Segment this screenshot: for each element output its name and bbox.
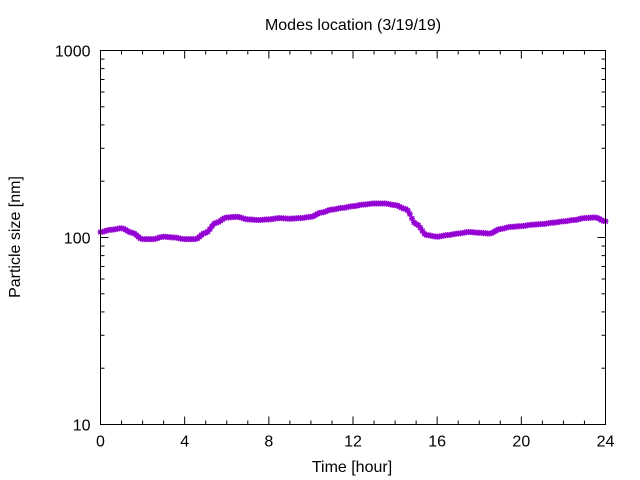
y-tick-label: 100 (64, 231, 91, 248)
y-tick-label: 1000 (55, 44, 91, 61)
series-markers (97, 200, 609, 243)
y-tick-label: 10 (73, 418, 91, 435)
x-tick-label: 24 (597, 434, 615, 451)
y-axis-label: Particle size [nm] (7, 176, 24, 298)
x-tick-label: 0 (96, 434, 105, 451)
axis-ticks: 0 4 8 12 16 20 24 10 100 1000 (55, 44, 615, 451)
x-tick-label: 16 (428, 434, 446, 451)
chart-title: Modes location (3/19/19) (265, 17, 441, 34)
x-axis-label: Time [hour] (312, 459, 392, 476)
plot-frame (100, 50, 606, 425)
x-tick-label: 12 (344, 434, 362, 451)
x-tick-label: 8 (264, 434, 273, 451)
x-tick-label: 20 (512, 434, 530, 451)
x-tick-label: 4 (180, 434, 189, 451)
